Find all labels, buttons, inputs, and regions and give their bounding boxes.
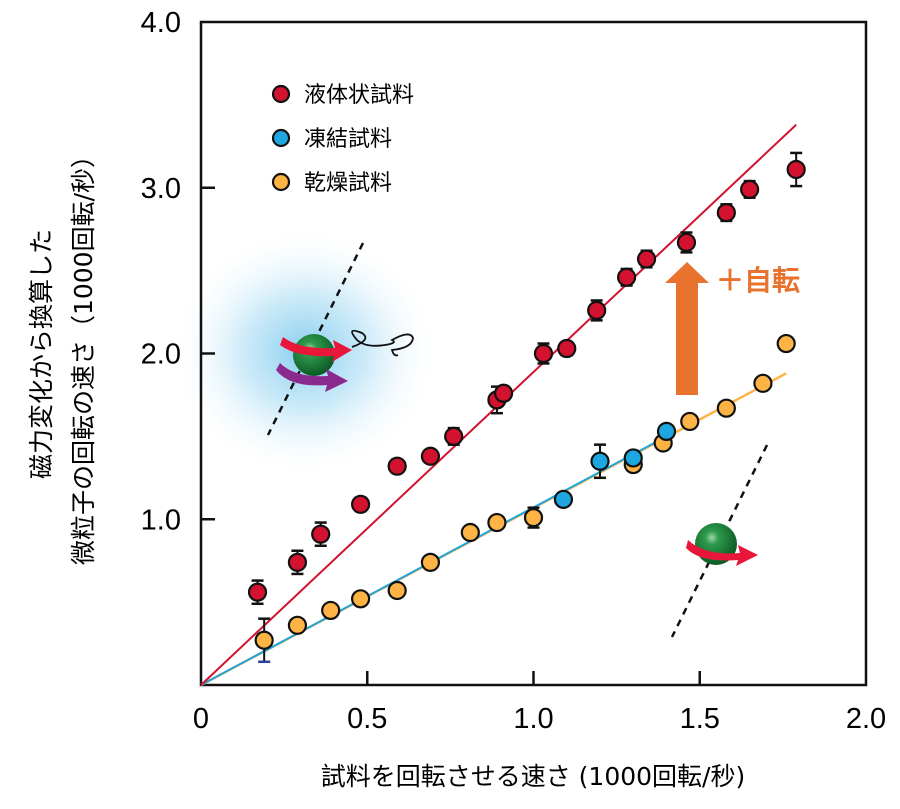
data-point (656, 421, 677, 442)
data-point (321, 600, 341, 621)
legend-marker (271, 172, 291, 192)
data-point (740, 179, 760, 200)
illustration-solid-particle (670, 444, 769, 638)
annotation-text: ＋自転 (716, 264, 800, 297)
legend-marker (271, 128, 291, 148)
data-point (753, 373, 773, 393)
legend-item: 凍結試料 (271, 127, 392, 152)
data-points (247, 151, 806, 664)
data-point (460, 522, 480, 543)
data-point (557, 338, 577, 359)
data-point (533, 343, 554, 364)
data-point (287, 615, 308, 635)
y-tick-label: 1.0 (141, 504, 181, 536)
legend-item: 乾燥試料 (271, 171, 392, 196)
legend-item: 液体状試料 (271, 83, 414, 108)
data-point (420, 552, 441, 572)
data-point (716, 398, 736, 418)
data-point (776, 333, 796, 354)
y-axis-title-line-2: 微粒子の回転の速さ（1000回転/秒） (69, 143, 98, 565)
x-axis-title: 試料を回転させる速さ (1000回転/秒) (321, 762, 746, 791)
ticks (201, 186, 701, 685)
data-point (786, 159, 806, 180)
data-point (287, 552, 308, 572)
data-point (680, 411, 700, 432)
y-tick-label: 4.0 (141, 7, 181, 39)
data-point (636, 249, 657, 269)
data-point (387, 456, 407, 476)
legend-label: 液体状試料 (304, 83, 414, 108)
data-point (387, 580, 407, 601)
data-point (351, 589, 371, 609)
y-axis-title: 磁力変化から換算した 微粒子の回転の速さ（1000回転/秒） (27, 143, 98, 565)
tail-squiggle (351, 329, 414, 357)
data-point (351, 494, 371, 514)
data-point (553, 489, 574, 509)
x-tick-label: 1.0 (513, 703, 553, 735)
x-tick-label: 0 (193, 703, 209, 735)
series-2 (553, 421, 677, 509)
data-point (523, 507, 544, 528)
data-point (247, 582, 268, 602)
data-point (716, 203, 736, 223)
up-arrow-icon (665, 262, 709, 395)
data-point (444, 426, 464, 446)
spin-arrow-red (686, 540, 758, 566)
data-point (487, 512, 507, 533)
series-3 (254, 333, 796, 664)
data-point (616, 267, 637, 287)
spin-arrow-red (280, 337, 352, 362)
data-point (493, 383, 514, 403)
y-tick-label: 2.0 (141, 339, 181, 371)
illustration-liquid-particle (170, 227, 440, 477)
legend-marker (271, 84, 291, 104)
x-tick-label: 0.5 (347, 703, 387, 735)
y-tick-label: 3.0 (141, 173, 181, 205)
data-point (590, 451, 610, 471)
data-point (254, 630, 274, 650)
y-axis-title-line-1: 磁力変化から換算した (27, 229, 56, 479)
tick-labels: 0 0.5 1.0 1.5 2.0 1.0 2.0 3.0 4.0 (141, 7, 886, 735)
x-tick-label: 1.5 (680, 703, 720, 735)
legend-label: 凍結試料 (304, 127, 392, 152)
legend-label: 乾燥試料 (304, 171, 392, 196)
data-point (420, 446, 441, 466)
data-point (676, 232, 697, 253)
axes: 0 0.5 1.0 1.5 2.0 1.0 2.0 3.0 4.0 (141, 7, 886, 735)
data-point (623, 448, 643, 468)
rotation-annotation: ＋自転 (665, 262, 800, 395)
x-tick-label: 2.0 (846, 703, 886, 735)
data-point (587, 300, 607, 321)
data-point (311, 524, 331, 544)
precession-arrow-purple (276, 363, 348, 392)
series-1 (247, 151, 806, 606)
